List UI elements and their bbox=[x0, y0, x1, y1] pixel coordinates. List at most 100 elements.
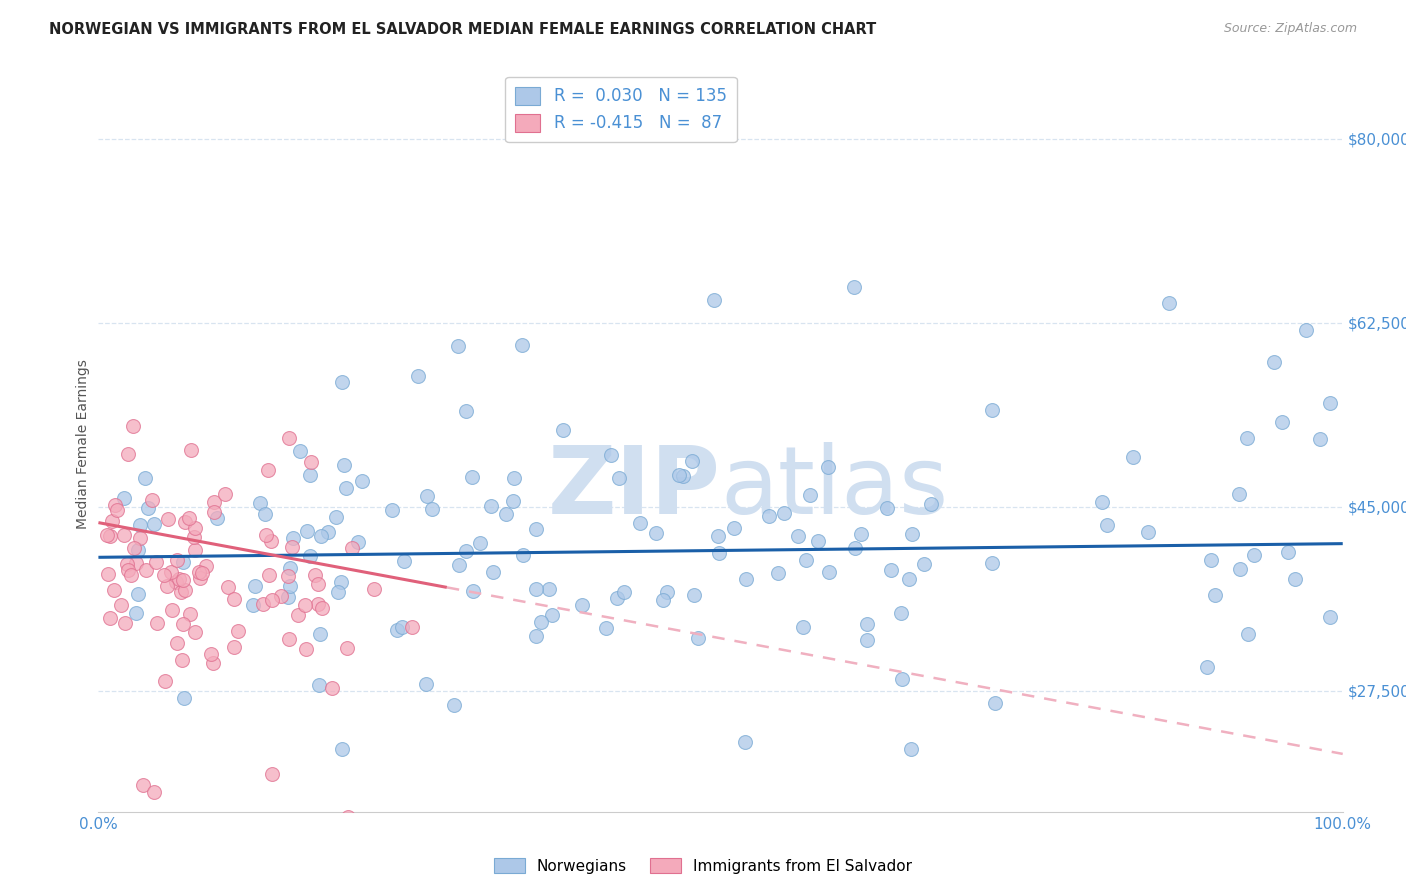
Point bbox=[981, 403, 1004, 417]
Point bbox=[1229, 562, 1251, 576]
Point bbox=[243, 579, 266, 593]
Point bbox=[333, 458, 356, 472]
Point bbox=[252, 597, 274, 611]
Point bbox=[984, 696, 1007, 710]
Point bbox=[260, 767, 283, 781]
Text: ZIP: ZIP bbox=[548, 442, 721, 534]
Point bbox=[112, 528, 135, 542]
Point bbox=[1319, 610, 1341, 624]
Point bbox=[363, 582, 385, 596]
Point bbox=[277, 590, 299, 604]
Point bbox=[308, 678, 330, 692]
Point bbox=[179, 607, 201, 621]
Point bbox=[502, 494, 524, 508]
Point bbox=[681, 454, 703, 468]
Point bbox=[288, 443, 311, 458]
Point bbox=[553, 423, 575, 437]
Point bbox=[391, 620, 413, 634]
Point bbox=[900, 741, 922, 756]
Point bbox=[96, 527, 118, 541]
Point bbox=[316, 525, 339, 540]
Point bbox=[890, 606, 912, 620]
Point bbox=[671, 469, 693, 483]
Point bbox=[1309, 432, 1331, 446]
Point bbox=[1271, 415, 1294, 429]
Point bbox=[773, 506, 796, 520]
Point bbox=[160, 603, 183, 617]
Point bbox=[242, 598, 264, 612]
Point bbox=[447, 339, 470, 353]
Point bbox=[447, 558, 470, 573]
Point bbox=[337, 810, 360, 824]
Point bbox=[98, 611, 121, 625]
Point bbox=[173, 515, 195, 529]
Point bbox=[1204, 588, 1226, 602]
Point bbox=[249, 496, 271, 510]
Point bbox=[657, 585, 679, 599]
Point bbox=[1295, 323, 1317, 337]
Point bbox=[1197, 660, 1219, 674]
Point bbox=[153, 674, 176, 689]
Point bbox=[416, 489, 439, 503]
Point bbox=[1237, 627, 1260, 641]
Point bbox=[1122, 450, 1144, 464]
Point bbox=[156, 579, 179, 593]
Point bbox=[350, 475, 373, 489]
Point bbox=[145, 555, 167, 569]
Point bbox=[880, 563, 903, 577]
Point bbox=[166, 553, 188, 567]
Point bbox=[524, 522, 547, 536]
Point bbox=[707, 546, 730, 560]
Point bbox=[512, 548, 534, 562]
Point bbox=[1319, 396, 1341, 410]
Point bbox=[326, 584, 349, 599]
Point bbox=[415, 677, 437, 691]
Point bbox=[172, 555, 194, 569]
Point bbox=[134, 471, 156, 485]
Point bbox=[287, 607, 309, 622]
Point bbox=[683, 588, 706, 602]
Point bbox=[101, 514, 124, 528]
Point bbox=[599, 448, 621, 462]
Point bbox=[172, 617, 194, 632]
Point bbox=[202, 495, 225, 509]
Point bbox=[524, 629, 547, 643]
Point bbox=[180, 443, 202, 458]
Point bbox=[115, 557, 138, 571]
Point bbox=[981, 556, 1004, 570]
Point bbox=[347, 535, 370, 549]
Point bbox=[606, 591, 628, 605]
Point bbox=[167, 572, 190, 586]
Point bbox=[734, 735, 756, 749]
Point bbox=[141, 492, 163, 507]
Point bbox=[127, 587, 149, 601]
Point bbox=[299, 455, 322, 469]
Point bbox=[254, 527, 277, 541]
Point bbox=[723, 521, 745, 535]
Point bbox=[110, 598, 132, 612]
Point bbox=[495, 508, 517, 522]
Point bbox=[1199, 553, 1222, 567]
Point bbox=[200, 647, 222, 661]
Point bbox=[172, 573, 194, 587]
Point bbox=[298, 467, 321, 482]
Point bbox=[898, 573, 921, 587]
Point bbox=[1236, 431, 1258, 445]
Point bbox=[98, 529, 121, 543]
Point bbox=[336, 640, 359, 655]
Point bbox=[270, 589, 292, 603]
Point bbox=[392, 553, 415, 567]
Point bbox=[799, 488, 821, 502]
Point bbox=[307, 598, 329, 612]
Point bbox=[652, 593, 675, 607]
Point bbox=[184, 543, 207, 558]
Point bbox=[298, 549, 321, 563]
Point bbox=[205, 511, 228, 525]
Point bbox=[613, 584, 636, 599]
Point bbox=[1097, 518, 1119, 533]
Point bbox=[401, 620, 423, 634]
Point bbox=[256, 463, 278, 477]
Point bbox=[121, 418, 143, 433]
Point bbox=[104, 498, 127, 512]
Point bbox=[128, 531, 150, 545]
